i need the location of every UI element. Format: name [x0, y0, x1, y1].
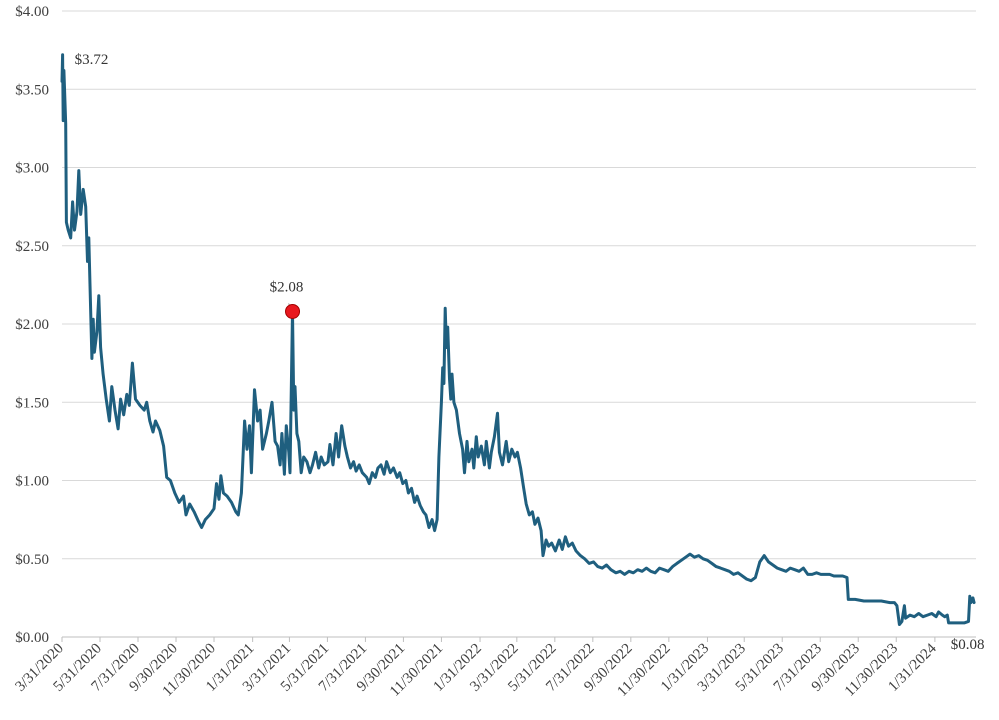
series-line [60, 53, 976, 626]
y-axis-tick-labels: $0.00 $0.50 $1.00 $1.50 $2.00 $2.50 $3.00 $3.50… [15, 4, 49, 646]
y-tick-label: $3.50 [15, 82, 49, 98]
y-tick-label: $1.50 [15, 395, 49, 411]
y-tick-label: $2.00 [15, 317, 49, 333]
annotation-label: $0.08 [951, 637, 985, 653]
y-tick-label: $0.50 [15, 552, 49, 568]
grid-lines [62, 10, 976, 560]
annotation-label: $3.72 [75, 52, 109, 68]
x-axis: 3/31/20205/31/20207/31/20209/30/202011/3… [12, 636, 976, 700]
y-tick-label: $1.00 [15, 474, 49, 490]
y-tick-label: $3.00 [15, 161, 49, 177]
y-tick-label: $2.50 [15, 239, 49, 255]
annotation-label: $2.08 [270, 279, 304, 295]
annotations: $3.72 $2.08 $0.08 [75, 52, 985, 653]
highlight-marker [285, 303, 301, 319]
y-tick-label: $0.00 [15, 630, 49, 646]
y-tick-label: $4.00 [15, 4, 49, 20]
plot-area [60, 53, 976, 626]
